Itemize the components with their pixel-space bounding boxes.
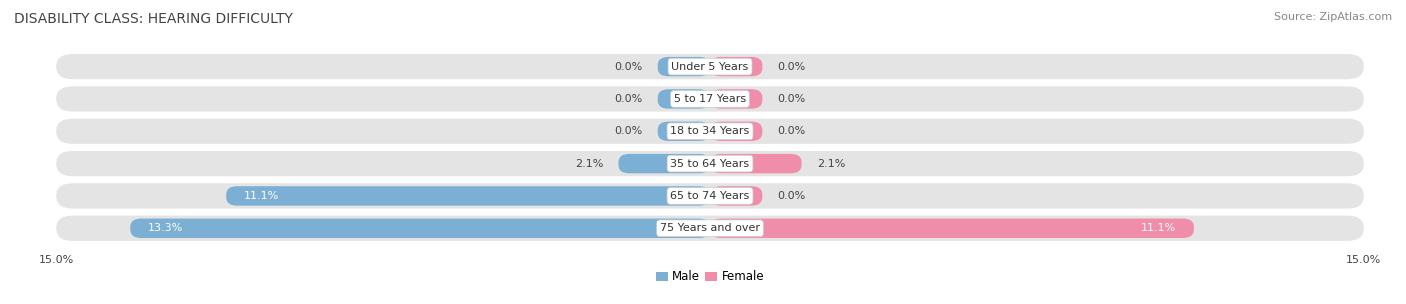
Text: DISABILITY CLASS: HEARING DIFFICULTY: DISABILITY CLASS: HEARING DIFFICULTY [14, 12, 292, 26]
Text: 0.0%: 0.0% [778, 94, 806, 104]
Text: 11.1%: 11.1% [243, 191, 278, 201]
Text: 2.1%: 2.1% [575, 159, 603, 169]
Text: 75 Years and over: 75 Years and over [659, 223, 761, 233]
Text: 0.0%: 0.0% [614, 94, 643, 104]
Legend: Male, Female: Male, Female [651, 266, 769, 288]
Text: 13.3%: 13.3% [148, 223, 183, 233]
FancyBboxPatch shape [56, 183, 1364, 209]
Text: 11.1%: 11.1% [1142, 223, 1177, 233]
FancyBboxPatch shape [710, 122, 762, 141]
Text: 65 to 74 Years: 65 to 74 Years [671, 191, 749, 201]
Text: 0.0%: 0.0% [778, 126, 806, 136]
Text: 5 to 17 Years: 5 to 17 Years [673, 94, 747, 104]
FancyBboxPatch shape [710, 219, 1194, 238]
FancyBboxPatch shape [56, 86, 1364, 112]
FancyBboxPatch shape [226, 186, 710, 206]
FancyBboxPatch shape [658, 122, 710, 141]
FancyBboxPatch shape [131, 219, 710, 238]
FancyBboxPatch shape [56, 119, 1364, 144]
Text: 2.1%: 2.1% [817, 159, 845, 169]
Text: 0.0%: 0.0% [778, 191, 806, 201]
FancyBboxPatch shape [710, 57, 762, 76]
FancyBboxPatch shape [658, 57, 710, 76]
Text: 35 to 64 Years: 35 to 64 Years [671, 159, 749, 169]
FancyBboxPatch shape [56, 54, 1364, 79]
FancyBboxPatch shape [710, 89, 762, 109]
FancyBboxPatch shape [56, 216, 1364, 241]
Text: 0.0%: 0.0% [614, 62, 643, 72]
Text: Source: ZipAtlas.com: Source: ZipAtlas.com [1274, 12, 1392, 22]
FancyBboxPatch shape [710, 186, 762, 206]
FancyBboxPatch shape [658, 89, 710, 109]
FancyBboxPatch shape [56, 151, 1364, 176]
FancyBboxPatch shape [710, 154, 801, 173]
FancyBboxPatch shape [619, 154, 710, 173]
Text: 18 to 34 Years: 18 to 34 Years [671, 126, 749, 136]
Text: 0.0%: 0.0% [614, 126, 643, 136]
Text: 0.0%: 0.0% [778, 62, 806, 72]
Text: Under 5 Years: Under 5 Years [672, 62, 748, 72]
